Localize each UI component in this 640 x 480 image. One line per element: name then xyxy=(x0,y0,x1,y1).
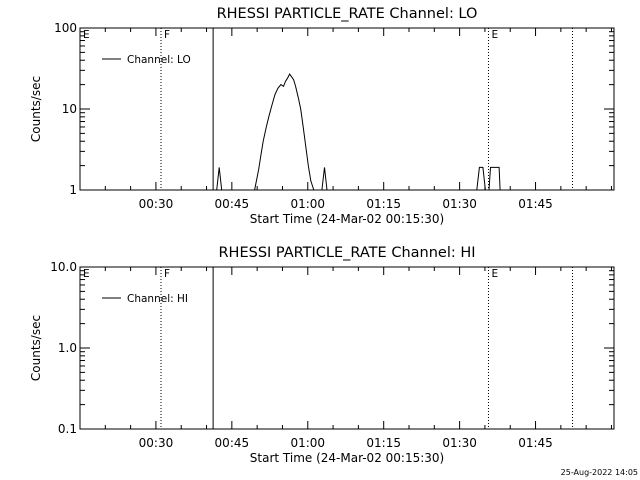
event-marker-label: E xyxy=(83,268,90,280)
x-tick-label: 00:45 xyxy=(215,436,250,450)
x-tick-label: 01:45 xyxy=(518,436,553,450)
x-tick-label: 00:30 xyxy=(139,197,174,211)
panel-hi: RHESSI PARTICLE_RATE Channel: HI Start Ti… xyxy=(29,245,615,465)
x-tick-label: 01:15 xyxy=(366,197,401,211)
series-line-segment xyxy=(476,166,486,191)
panel-lo: RHESSI PARTICLE_RATE Channel: LO Start Ti… xyxy=(29,6,615,226)
y-tick-label: 100 xyxy=(54,21,77,35)
chart-title: RHESSI PARTICLE_RATE Channel: HI xyxy=(218,245,475,261)
y-axis-label: Counts/sec xyxy=(29,315,43,381)
event-marker-label: F xyxy=(164,29,170,41)
legend-label: Channel: LO xyxy=(127,54,191,66)
y-tick-label: 10 xyxy=(62,102,77,116)
legend-label: Channel: HI xyxy=(127,293,188,305)
event-marker-label: E xyxy=(491,29,498,41)
x-tick-label: 00:30 xyxy=(139,436,174,450)
plot-frame xyxy=(79,266,615,430)
series-line-segment xyxy=(216,167,223,191)
chart-title: RHESSI PARTICLE_RATE Channel: LO xyxy=(217,6,478,22)
x-tick-label: 01:00 xyxy=(290,197,325,211)
x-axis-label: Start Time (24-Mar-02 00:15:30) xyxy=(250,451,444,465)
x-tick-label: 01:15 xyxy=(366,436,401,450)
y-axis-label: Counts/sec xyxy=(29,76,43,142)
timestamp-stamp: 25-Aug-2022 14:05 xyxy=(561,468,638,477)
event-marker-label: F xyxy=(164,268,170,280)
plot-frame xyxy=(79,27,615,191)
x-axis-label: Start Time (24-Mar-02 00:15:30) xyxy=(250,212,444,226)
x-tick-label: 01:45 xyxy=(518,197,553,211)
event-marker-label: E xyxy=(491,268,498,280)
x-tick-label: 01:00 xyxy=(290,436,325,450)
y-tick-label: 1 xyxy=(69,183,77,197)
series-line-segment xyxy=(488,166,501,191)
event-marker-label: E xyxy=(83,29,90,41)
x-tick-label: 01:30 xyxy=(442,436,477,450)
y-tick-label: 0.1 xyxy=(58,422,77,436)
y-tick-label: 1.0 xyxy=(58,341,77,355)
x-tick-label: 00:45 xyxy=(215,197,250,211)
y-tick-label: 10.0 xyxy=(50,260,77,274)
series-line-segment xyxy=(254,73,315,191)
x-tick-label: 01:30 xyxy=(442,197,477,211)
series-line-segment xyxy=(321,167,328,191)
